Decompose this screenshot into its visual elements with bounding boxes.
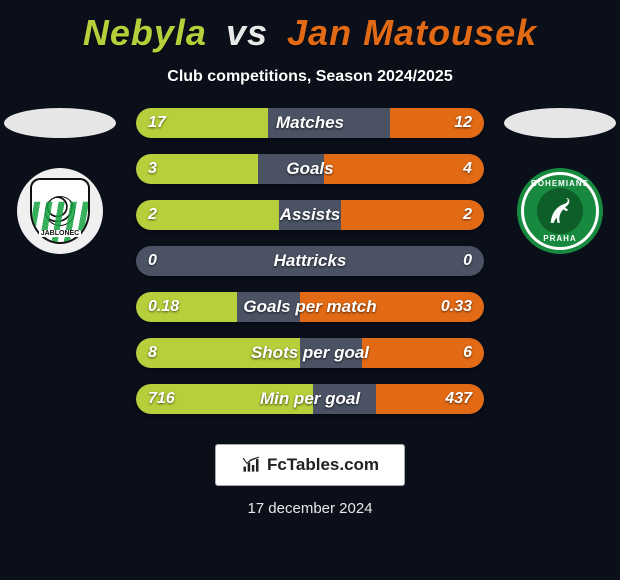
stat-label: Shots per goal xyxy=(251,343,369,363)
brand-logo[interactable]: FcTables.com xyxy=(215,444,405,486)
crest-text: JABLONEC xyxy=(39,230,82,237)
stat-label: Matches xyxy=(276,113,344,133)
right-club-column: BOHEMIANS PRAHA xyxy=(500,108,620,254)
stat-label: Hattricks xyxy=(274,251,347,271)
crest-shield: JABLONEC xyxy=(30,178,90,244)
stat-bar-left xyxy=(136,200,279,230)
brand-chart-icon xyxy=(241,455,261,475)
stat-value-left: 2 xyxy=(148,206,157,224)
stat-value-left: 17 xyxy=(148,114,166,132)
crest-ring-text-top: BOHEMIANS xyxy=(531,179,589,188)
stat-value-left: 8 xyxy=(148,344,157,362)
crest-ring: BOHEMIANS PRAHA xyxy=(521,172,599,250)
brand-text: FcTables.com xyxy=(267,455,379,475)
stat-label: Goals per match xyxy=(243,297,376,317)
club-crest-bohemians: BOHEMIANS PRAHA xyxy=(517,168,603,254)
stat-value-left: 3 xyxy=(148,160,157,178)
date-label: 17 december 2024 xyxy=(0,500,620,517)
stat-value-right: 6 xyxy=(463,344,472,362)
stat-bar-right xyxy=(324,154,484,184)
stat-value-right: 0.33 xyxy=(441,298,472,316)
stat-value-right: 0 xyxy=(463,252,472,270)
player1-name: Nebyla xyxy=(83,12,207,53)
player2-name: Jan Matousek xyxy=(287,12,537,53)
stats-table: Matches 17 12 Goals 3 4 Assists 2 2 Hattricks 0 0 Go… xyxy=(120,108,500,430)
stat-value-left: 0 xyxy=(148,252,157,270)
subtitle: Club competitions, Season 2024/2025 xyxy=(0,68,620,86)
stat-value-left: 716 xyxy=(148,390,175,408)
stat-row: Assists 2 2 xyxy=(136,200,484,230)
stat-value-right: 12 xyxy=(454,114,472,132)
comparison-title: Nebyla vs Jan Matousek xyxy=(0,0,620,54)
stat-value-right: 2 xyxy=(463,206,472,224)
player-shadow-right xyxy=(504,108,616,138)
kangaroo-icon xyxy=(543,194,577,228)
stat-row: Min per goal 716 437 xyxy=(136,384,484,414)
stat-value-left: 0.18 xyxy=(148,298,179,316)
stat-label: Goals xyxy=(286,159,333,179)
crest-ring-text-bottom: PRAHA xyxy=(543,234,576,243)
stat-row: Hattricks 0 0 xyxy=(136,246,484,276)
player-shadow-left xyxy=(4,108,116,138)
stat-value-right: 437 xyxy=(445,390,472,408)
stat-row: Goals 3 4 xyxy=(136,154,484,184)
stat-label: Assists xyxy=(280,205,340,225)
stat-label: Min per goal xyxy=(260,389,360,409)
stat-row: Matches 17 12 xyxy=(136,108,484,138)
vs-label: vs xyxy=(226,12,268,53)
crest-inner-circle xyxy=(537,188,583,234)
left-club-column: JABLONEC xyxy=(0,108,120,254)
club-crest-jablonec: JABLONEC xyxy=(17,168,103,254)
stat-value-right: 4 xyxy=(463,160,472,178)
main-layout: JABLONEC Matches 17 12 Goals 3 4 Assists 2 2 Hatt… xyxy=(0,108,620,430)
stat-row: Shots per goal 8 6 xyxy=(136,338,484,368)
stat-row: Goals per match 0.18 0.33 xyxy=(136,292,484,322)
